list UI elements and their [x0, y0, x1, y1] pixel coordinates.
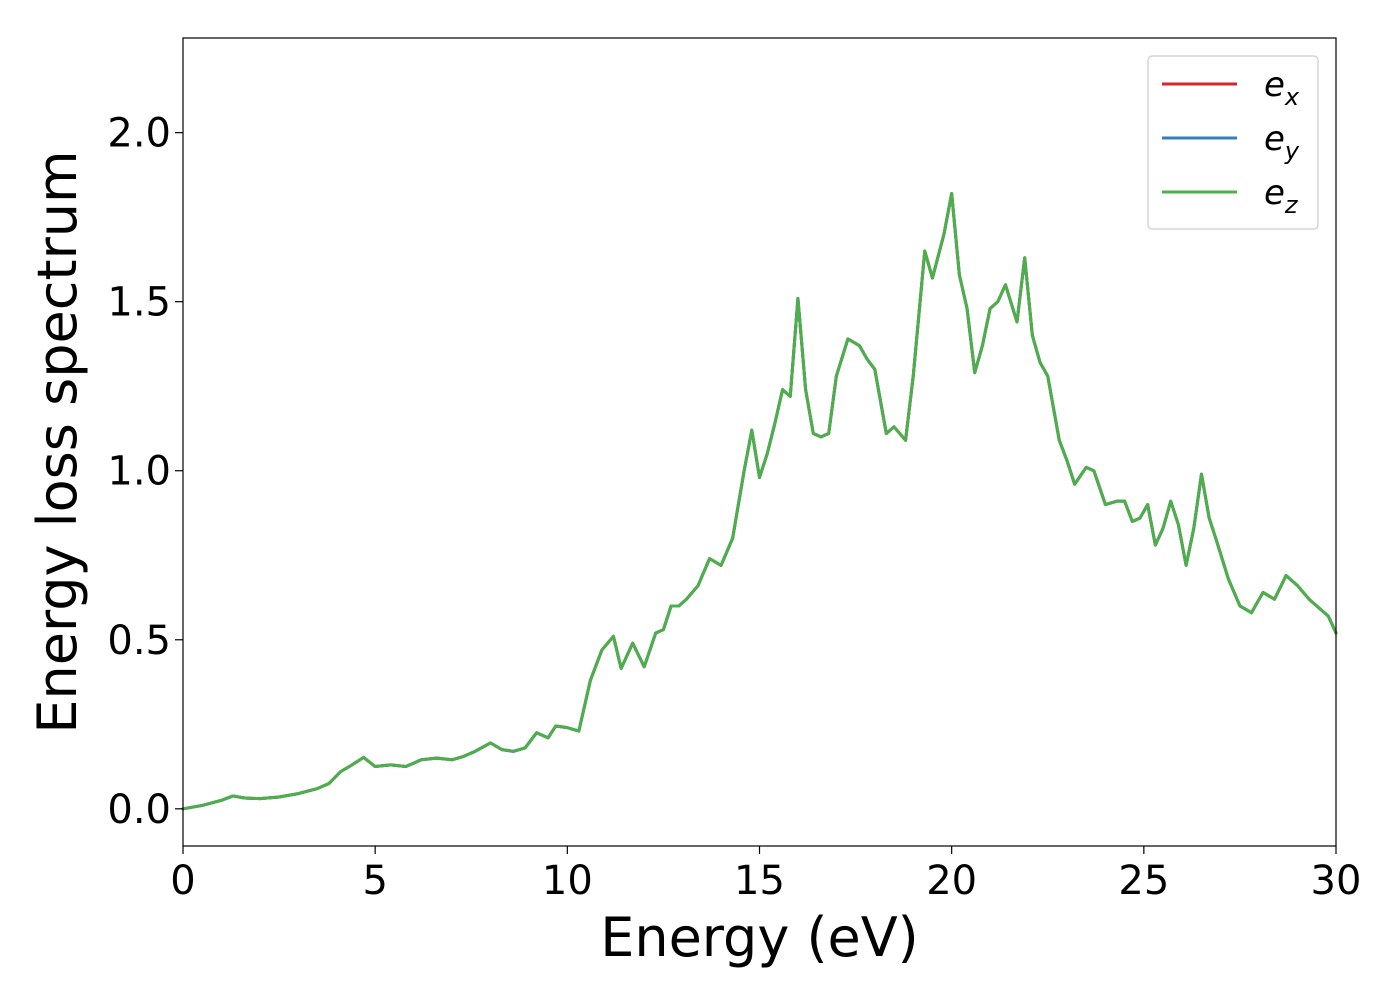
y-tick-label: 1.0 [107, 449, 171, 495]
series-layer [181, 192, 1338, 811]
x-tick-label: 5 [362, 858, 387, 904]
x-tick-label: 20 [926, 858, 977, 904]
y-tick-label: 0.5 [107, 618, 171, 664]
legend: ex ey ez [1147, 55, 1319, 230]
x-tick-label: 25 [1118, 858, 1169, 904]
y-axis-ticks: 0.0 0.5 1.0 1.5 2.0 [107, 111, 183, 833]
x-axis-label: Energy (eV) [600, 906, 919, 969]
series-line-e-z [181, 192, 1338, 811]
legend-items: ex ey ez [1162, 65, 1300, 219]
x-tick-label: 10 [542, 858, 593, 904]
x-tick-label: 30 [1311, 858, 1362, 904]
y-axis-label: Energy loss spectrum [26, 150, 89, 733]
legend-label-e-z: ez [1264, 173, 1299, 219]
x-tick-label: 15 [734, 858, 785, 904]
x-axis-ticks: 0 5 10 15 20 25 30 [170, 846, 1361, 904]
legend-frame [1147, 55, 1319, 230]
y-tick-label: 2.0 [107, 111, 171, 157]
y-tick-label: 1.5 [107, 280, 171, 326]
x-tick-label: 0 [170, 858, 195, 904]
y-tick-label: 0.0 [107, 787, 171, 833]
legend-label-e-x: ex [1264, 65, 1300, 111]
legend-label-e-y: ey [1264, 119, 1300, 165]
